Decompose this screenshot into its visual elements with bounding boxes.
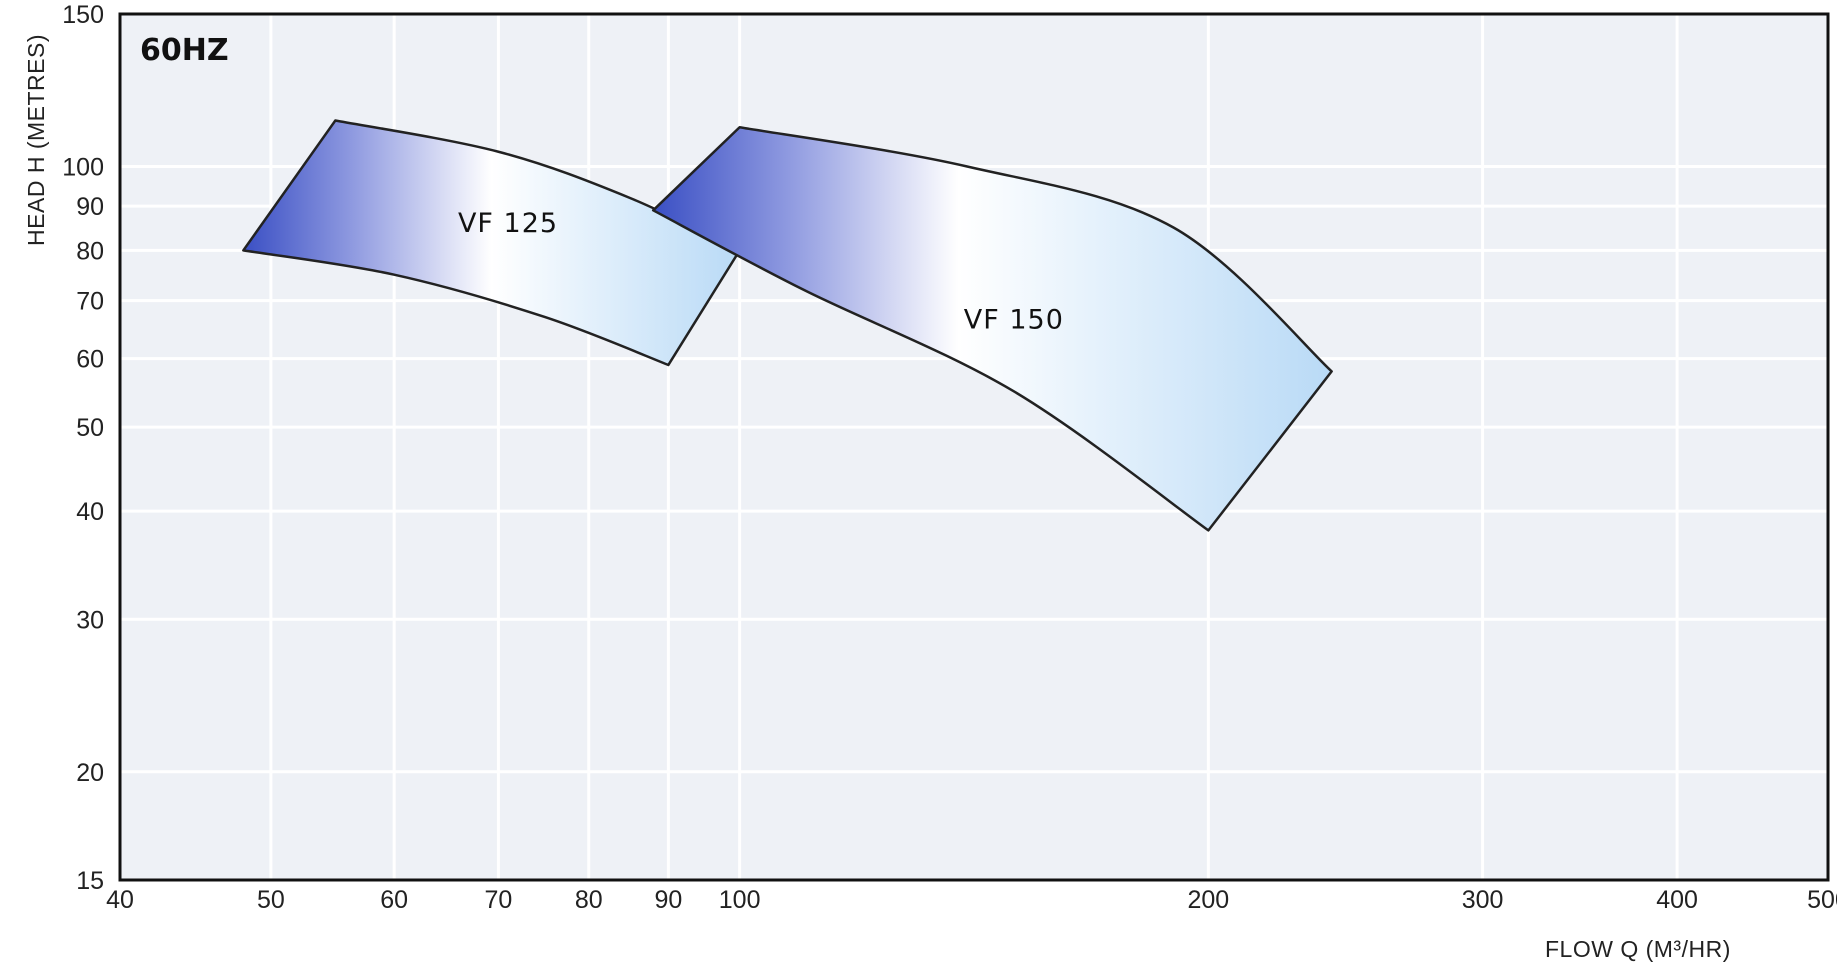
y-tick-label: 40 <box>76 498 104 526</box>
performance-bands: VF 125 VF 150 <box>242 119 1333 532</box>
chart-title: 60HZ <box>140 33 229 68</box>
y-tick-label: 60 <box>76 346 104 374</box>
band-vf-150 <box>651 125 1333 532</box>
x-axis-title: FLOW Q (M³/HR) <box>1545 936 1731 962</box>
band-label-vf-125: VF 125 <box>458 208 558 239</box>
y-axis-title: HEAD H (METRES) <box>23 34 49 246</box>
y-tick-label: 80 <box>76 237 104 265</box>
y-tick-label: 90 <box>76 193 104 221</box>
y-tick-label: 70 <box>76 288 104 316</box>
y-tick-label: 50 <box>76 414 104 442</box>
x-tick-label: 100 <box>719 886 761 914</box>
x-tick-label: 50 <box>257 886 285 914</box>
y-axis-ticks: 15 20 30 40 50 60 70 80 90 100 150 <box>62 1 104 895</box>
x-tick-label: 90 <box>654 886 682 914</box>
x-tick-label: 500 <box>1807 886 1837 914</box>
x-tick-label: 40 <box>106 886 134 914</box>
y-tick-label: 30 <box>76 606 104 634</box>
x-tick-label: 70 <box>485 886 513 914</box>
band-vf-125 <box>242 119 741 367</box>
x-axis-ticks: 40 50 60 70 80 90 100 200 300 400 500 <box>106 886 1837 914</box>
y-tick-label: 15 <box>76 867 104 895</box>
x-tick-label: 200 <box>1188 886 1230 914</box>
x-tick-label: 80 <box>575 886 603 914</box>
x-tick-label: 300 <box>1462 886 1504 914</box>
x-tick-label: 400 <box>1656 886 1698 914</box>
band-label-vf-150: VF 150 <box>964 305 1064 336</box>
y-tick-label: 20 <box>76 759 104 787</box>
y-tick-label: 100 <box>62 153 104 181</box>
y-tick-label: 150 <box>62 1 104 29</box>
plot-frame <box>118 12 1830 882</box>
x-tick-label: 60 <box>380 886 408 914</box>
